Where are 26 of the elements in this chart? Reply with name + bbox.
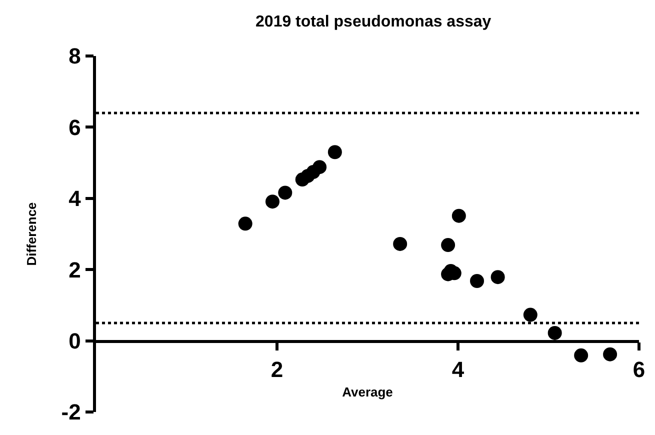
y-tick-label: 0 — [68, 328, 81, 354]
point — [490, 270, 505, 284]
y-axis-title: Difference — [24, 202, 40, 266]
point — [574, 348, 588, 362]
y-tick-label: 8 — [68, 44, 81, 69]
point — [393, 236, 408, 251]
point — [603, 347, 618, 362]
x-axis-title: Average — [342, 384, 393, 400]
x-tick-label: 6 — [632, 356, 646, 382]
point — [312, 160, 327, 174]
point — [441, 238, 456, 252]
y-tick-label: 2 — [68, 257, 81, 282]
point — [548, 326, 562, 340]
point — [265, 194, 280, 209]
point — [452, 208, 466, 223]
y-tick-label: 4 — [68, 186, 82, 212]
point — [328, 145, 342, 160]
point — [523, 308, 538, 322]
y-tick-label: 6 — [68, 114, 81, 140]
chart-title: 2019 total pseudomonas assay — [256, 13, 492, 30]
point — [238, 216, 252, 231]
point — [278, 186, 292, 200]
x-tick-label: 4 — [452, 356, 465, 382]
y-tick-label: -2 — [61, 400, 81, 425]
point — [470, 274, 484, 288]
x-tick-label: 2 — [270, 356, 284, 382]
